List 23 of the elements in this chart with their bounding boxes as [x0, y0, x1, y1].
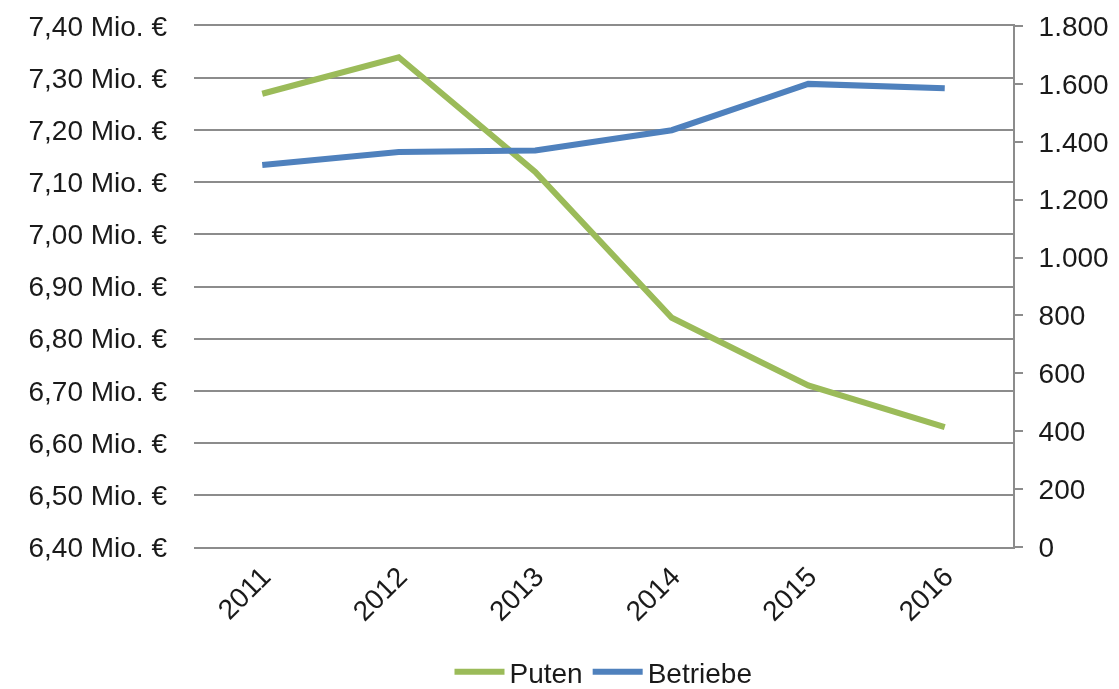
y2-tick-label: 0 [1038, 531, 1055, 563]
y2-tick-label: 1.200 [1038, 184, 1109, 216]
y2-tick-label: 200 [1038, 473, 1086, 505]
y2-tick-label: 1.800 [1038, 10, 1109, 42]
y-tick-label: 6,60 Mio. € [28, 427, 168, 459]
legend-label: Betriebe [647, 657, 752, 689]
y-tick-label: 7,10 Mio. € [28, 167, 168, 199]
y2-tick-label: 800 [1038, 300, 1086, 332]
y-tick-label: 7,40 Mio. € [28, 10, 168, 42]
y-tick-label: 7,00 Mio. € [28, 219, 168, 251]
y-tick-label: 6,80 Mio. € [28, 323, 168, 355]
y-tick-label: 6,40 Mio. € [28, 531, 168, 563]
y2-tick-label: 1.600 [1038, 68, 1109, 100]
legend-label: Puten [509, 657, 583, 689]
y-tick-label: 7,30 Mio. € [28, 62, 168, 94]
y-tick-label: 6,50 Mio. € [28, 479, 168, 511]
y2-tick-label: 1.000 [1038, 242, 1109, 274]
y-tick-label: 7,20 Mio. € [28, 115, 168, 146]
y2-tick-label: 400 [1038, 416, 1086, 448]
y2-tick-label: 600 [1038, 358, 1086, 390]
y-tick-label: 6,70 Mio. € [28, 375, 168, 407]
y-tick-label: 6,90 Mio. € [28, 271, 168, 303]
y2-tick-label: 1.400 [1038, 126, 1109, 158]
